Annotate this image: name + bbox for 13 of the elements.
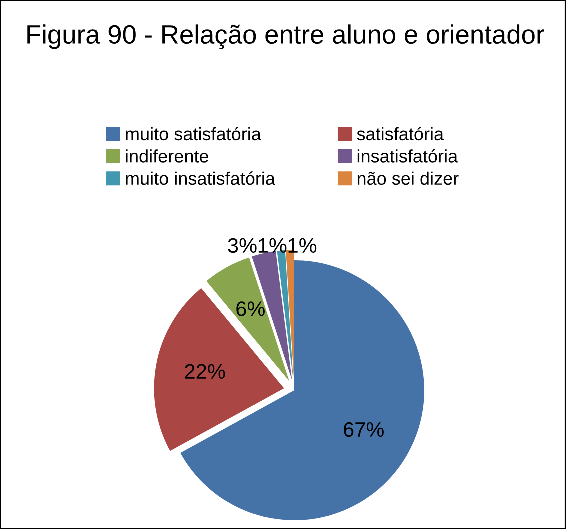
- legend-label: insatisfatória: [358, 149, 458, 163]
- chart-title: Figura 90 - Relação entre aluno e orientador: [28, 24, 544, 50]
- legend-label: muito satisfatória: [126, 127, 262, 141]
- legend-label: não sei dizer: [358, 172, 459, 186]
- data-label: 3%: [228, 238, 257, 254]
- legend-label: muito insatisfatória: [126, 172, 276, 186]
- legend-label: indiferente: [126, 150, 208, 163]
- data-label: 1%: [288, 238, 317, 254]
- legend-label: satisfatória: [357, 127, 444, 141]
- data-label: 22%: [185, 364, 226, 379]
- data-label: 6%: [236, 302, 265, 316]
- data-label: 1%: [258, 238, 287, 254]
- data-label: 67%: [344, 422, 384, 438]
